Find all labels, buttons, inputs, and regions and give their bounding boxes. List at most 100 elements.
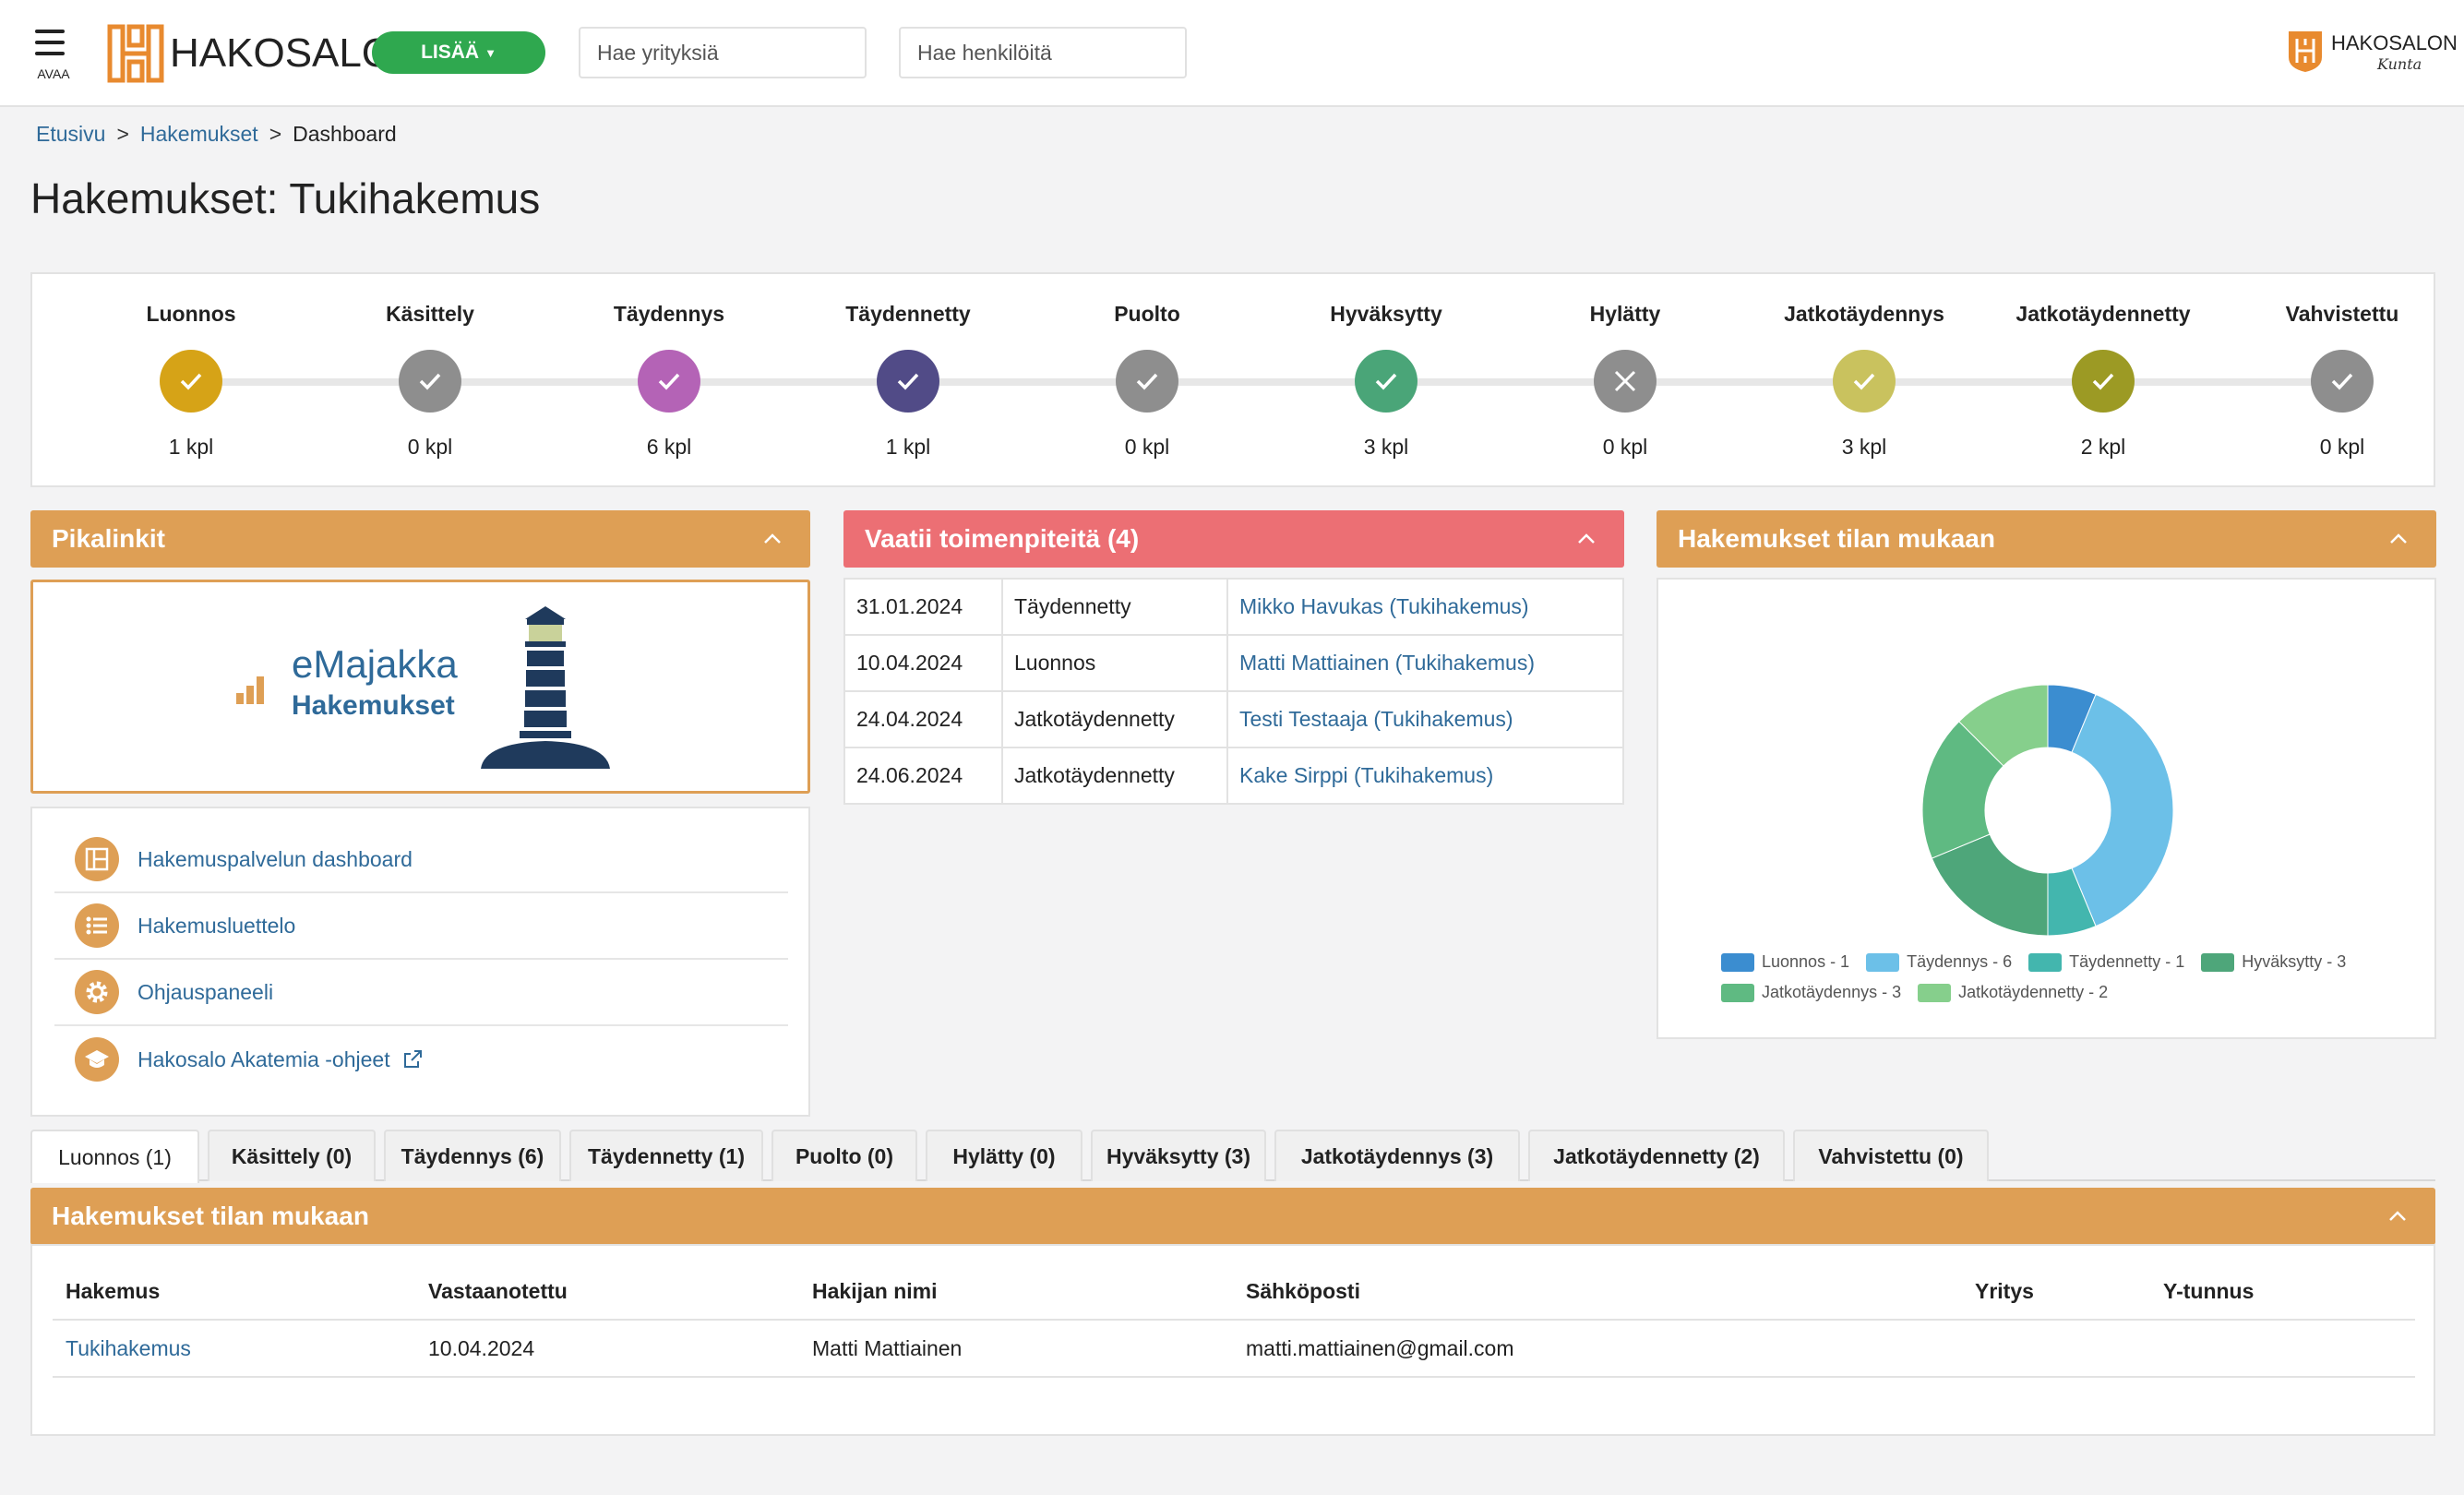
status-label: Jatkotäydennys: [1784, 302, 1944, 326]
todo-status: Jatkotäydennetty: [1001, 690, 1228, 748]
status-step[interactable]: Jatkotäydennetty 2 kpl: [1988, 302, 2219, 460]
search-people-input[interactable]: [899, 27, 1187, 78]
table-header-row: Hakemus Vastaanotettu Hakijan nimi Sähkö…: [53, 1264, 2415, 1321]
status-step[interactable]: Hylätty 0 kpl: [1510, 302, 1740, 460]
breadcrumb-home[interactable]: Etusivu: [36, 122, 106, 146]
check-icon: [399, 350, 461, 413]
todo-link-cell: Matti Mattiainen (Tukihakemus): [1226, 634, 1624, 692]
dashboard-icon: [75, 837, 119, 881]
application-link[interactable]: Tukihakemus: [66, 1335, 191, 1360]
quicklink-control-panel[interactable]: Ohjauspaneeli: [54, 960, 788, 1026]
donut-slice[interactable]: [2071, 693, 2174, 927]
column-header[interactable]: Vastaanotettu: [415, 1264, 799, 1321]
tab-status[interactable]: Jatkotäydennetty (2): [1528, 1130, 1785, 1181]
cell-email: matti.mattiainen@gmail.com: [1233, 1320, 1962, 1378]
applications-table: Hakemus Vastaanotettu Hakijan nimi Sähkö…: [53, 1264, 2415, 1378]
add-button[interactable]: LISÄÄ ▼: [372, 31, 545, 74]
status-step[interactable]: Hyväksytty 3 kpl: [1271, 302, 1501, 460]
legend-item[interactable]: Täydennetty - 1: [2028, 952, 2184, 972]
quicklink-academy[interactable]: Hakosalo Akatemia -ohjeet: [54, 1026, 788, 1093]
status-label: Täydennys: [613, 302, 725, 326]
status-label: Puolto: [1114, 302, 1180, 326]
status-count: 0 kpl: [2319, 435, 2365, 459]
status-step[interactable]: Vahvistettu 0 kpl: [2227, 302, 2458, 460]
quicklink-dashboard[interactable]: Hakemuspalvelun dashboard: [54, 827, 788, 893]
quicklinks-title: Pikalinkit: [52, 524, 165, 553]
todo-status: Jatkotäydennetty: [1001, 747, 1228, 805]
menu-caption: AVAA: [37, 66, 70, 81]
todo-date: 10.04.2024: [843, 634, 1003, 692]
legend-swatch: [1721, 952, 1754, 972]
table-row: 31.01.2024 Täydennetty Mikko Havukas (Tu…: [843, 578, 1624, 636]
kunta-logo-sub: Kunta: [2377, 55, 2422, 73]
tab-status[interactable]: Jatkotäydennys (3): [1274, 1130, 1520, 1181]
tab-status[interactable]: Käsittely (0): [208, 1130, 376, 1181]
tab-status[interactable]: Täydennetty (1): [569, 1130, 763, 1181]
status-step[interactable]: Jatkotäydennys 3 kpl: [1749, 302, 1980, 460]
page-title: Hakemukset: Tukihakemus: [30, 174, 541, 222]
todo-date: 24.04.2024: [843, 690, 1003, 748]
donut-slice[interactable]: [1958, 684, 2049, 767]
status-count: 2 kpl: [2080, 435, 2126, 459]
legend-swatch: [1721, 983, 1754, 1002]
status-step[interactable]: Täydennys 6 kpl: [554, 302, 784, 460]
list-panel-header: Hakemukset tilan mukaan: [30, 1188, 2435, 1245]
status-label: Käsittely: [386, 302, 474, 326]
column-header[interactable]: Yritys: [1962, 1264, 2150, 1321]
legend-item[interactable]: Jatkotäydennetty - 2: [1918, 983, 2108, 1002]
tab-status[interactable]: Hylätty (0): [926, 1130, 1082, 1181]
tab-status[interactable]: Puolto (0): [771, 1130, 917, 1181]
legend-item[interactable]: Jatkotäydennys - 3: [1721, 983, 1901, 1002]
todo-status: Täydennetty: [1001, 578, 1228, 636]
tab-status[interactable]: Hyväksytty (3): [1091, 1130, 1266, 1181]
hamburger-icon-bar: [35, 41, 65, 44]
status-step[interactable]: Täydennetty 1 kpl: [793, 302, 1023, 460]
quicklink-list[interactable]: Hakemusluettelo: [54, 893, 788, 960]
chevron-up-icon[interactable]: [2387, 1206, 2408, 1226]
cross-icon: [1594, 350, 1657, 413]
column-header[interactable]: Sähköposti: [1233, 1264, 1962, 1321]
check-icon: [1116, 350, 1178, 413]
status-step[interactable]: Käsittely 0 kpl: [315, 302, 545, 460]
caret-down-icon: ▼: [484, 45, 496, 60]
todo-link[interactable]: Matti Mattiainen (Tukihakemus): [1239, 651, 1535, 675]
donut-slice[interactable]: [1931, 833, 2049, 937]
menu-button[interactable]: AVAA: [31, 26, 76, 85]
chevron-up-icon[interactable]: [762, 529, 783, 549]
table-row: 10.04.2024 Luonnos Matti Mattiainen (Tuk…: [843, 634, 1624, 692]
column-header[interactable]: Hakemus: [53, 1264, 415, 1321]
breadcrumb-section[interactable]: Hakemukset: [139, 122, 258, 146]
top-navbar: AVAA HAKOSALO LISÄÄ ▼: [0, 0, 2464, 107]
column-header[interactable]: Y-tunnus: [2150, 1264, 2415, 1321]
status-count: 1 kpl: [168, 435, 214, 459]
check-icon: [160, 350, 222, 413]
tab-status[interactable]: Vahvistettu (0): [1793, 1130, 1989, 1181]
donut-slice[interactable]: [1921, 721, 2004, 859]
tab-status[interactable]: Luonnos (1): [30, 1130, 199, 1183]
chevron-up-icon[interactable]: [2388, 529, 2409, 549]
status-label: Vahvistettu: [2285, 302, 2399, 326]
kunta-logo[interactable]: HAKOSALON Kunta: [2287, 24, 2458, 79]
status-overview: Luonnos 1 kpl Käsittely 0 kpl Täydennys 6 kpl…: [30, 272, 2435, 487]
todo-link[interactable]: Mikko Havukas (Tukihakemus): [1239, 594, 1529, 618]
status-step[interactable]: Luonnos 1 kpl: [76, 302, 306, 460]
chevron-up-icon[interactable]: [1576, 529, 1597, 549]
tab-status[interactable]: Täydennys (6): [384, 1130, 561, 1181]
quicklink-label: Hakosalo Akatemia -ohjeet: [138, 1046, 390, 1071]
todo-link[interactable]: Kake Sirppi (Tukihakemus): [1239, 763, 1494, 787]
status-connector-line: [191, 378, 2341, 386]
status-count: 0 kpl: [1124, 435, 1170, 459]
quicklink-label: Hakemuspalvelun dashboard: [138, 846, 413, 871]
todo-link[interactable]: Testi Testaaja (Tukihakemus): [1239, 707, 1513, 731]
emajakka-banner[interactable]: eMajakka Hakemukset: [30, 580, 810, 794]
hakosalo-logo[interactable]: HAKOSALO: [107, 24, 393, 83]
todo-link-cell: Mikko Havukas (Tukihakemus): [1226, 578, 1624, 636]
status-step[interactable]: Puolto 0 kpl: [1032, 302, 1262, 460]
legend-item[interactable]: Luonnos - 1: [1721, 952, 1849, 972]
legend-item[interactable]: Täydennys - 6: [1866, 952, 2012, 972]
todo-link-cell: Testi Testaaja (Tukihakemus): [1226, 690, 1624, 748]
search-companies-input[interactable]: [579, 27, 867, 78]
legend-item[interactable]: Hyväksytty - 3: [2201, 952, 2346, 972]
status-tabs: Luonnos (1) Käsittely (0) Täydennys (6) Täy…: [30, 1130, 2435, 1183]
column-header[interactable]: Hakijan nimi: [799, 1264, 1233, 1321]
